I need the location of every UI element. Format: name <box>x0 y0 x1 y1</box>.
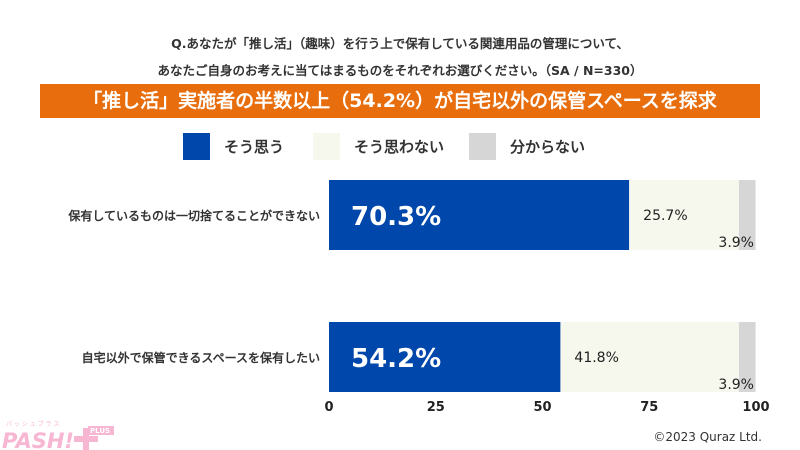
x-tick-label: 100 <box>742 400 770 415</box>
x-tick-label: 0 <box>324 400 334 415</box>
x-tick-label: 50 <box>533 400 552 415</box>
data-label: 3.9% <box>718 235 754 251</box>
legend-label: そう思う <box>224 138 285 156</box>
legend-swatch <box>469 133 496 160</box>
question-line-1: Q.あなたが「推し活」（趣味）を行う上で保有している関連用品の管理について、 <box>171 36 629 51</box>
bar-segment <box>629 180 739 250</box>
bar-segment <box>329 322 561 392</box>
bar-segment <box>560 322 739 392</box>
category-label: 保有しているものは一切捨てることができない <box>68 209 320 223</box>
chart-title-banner: 「推し活」実施者の半数以上（54.2%）が自宅以外の保管スペースを探求 <box>40 84 760 118</box>
data-label: 41.8% <box>574 350 618 366</box>
legend-label: そう思わない <box>354 138 445 156</box>
legend-swatch <box>313 133 340 160</box>
x-tick-label: 25 <box>426 400 445 415</box>
bar-segment <box>329 180 630 250</box>
svg-text:PLUS: PLUS <box>90 427 110 435</box>
legend-item-unknown: 分からない <box>469 133 585 160</box>
legend-swatch <box>183 133 210 160</box>
x-tick-label: 75 <box>640 400 659 415</box>
data-label: 3.9% <box>718 377 754 393</box>
data-label: 25.7% <box>643 208 687 224</box>
data-label: 54.2% <box>351 344 441 374</box>
legend-item-agree: そう思う <box>183 133 284 160</box>
bar-segment <box>738 322 756 392</box>
svg-text:PASH!: PASH! <box>2 429 74 450</box>
legend-label: 分からない <box>510 138 586 156</box>
question-line-2: あなたご自身のお考えに当てはまるものをそれぞれお選びください。（SA / N=3… <box>157 63 643 78</box>
data-label: 70.3% <box>351 202 441 232</box>
svg-text:パ ッ シ ュ プ ラ ス: パ ッ シ ュ プ ラ ス <box>6 421 59 428</box>
copyright: ©2023 Quraz Ltd. <box>653 430 762 444</box>
bar-segment <box>738 180 756 250</box>
pash-plus-logo: パ ッ シ ュ プ ラ ス PASH! PLUS <box>2 421 114 450</box>
legend-item-disagree: そう思わない <box>313 133 444 160</box>
category-label: 自宅以外で保管できるスペースを保有したい <box>81 351 320 365</box>
